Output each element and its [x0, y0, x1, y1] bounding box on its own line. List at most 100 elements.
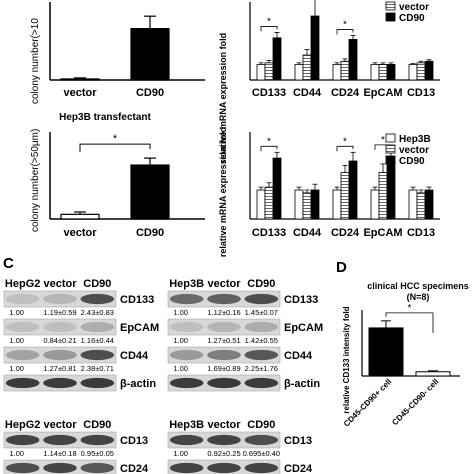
bar-epcam-1	[378, 172, 388, 220]
quant-value: 1.00	[173, 308, 188, 317]
lane-header: vector	[207, 278, 241, 290]
quant-value: 0.92±0.25	[207, 449, 240, 458]
significance-star: *	[381, 135, 385, 146]
quant-value: 1.00	[173, 449, 188, 458]
x-tick-label: CD45-CD90- cell	[390, 377, 440, 427]
legend-label: vector	[399, 2, 429, 13]
x-tick-label: CD133	[252, 87, 286, 99]
lane-header: vector	[43, 419, 77, 431]
significance-star: *	[113, 133, 118, 145]
quant-value: 0.84±0.21	[43, 336, 76, 345]
lane-header: HepG2	[5, 278, 40, 290]
lane-header: CD90	[83, 419, 111, 431]
significance-bracket	[260, 26, 278, 32]
lane-header: HepG2	[5, 419, 40, 431]
protein-band	[244, 293, 279, 305]
bar-cd24-1	[340, 172, 350, 220]
lane-header: CD90	[83, 278, 111, 290]
bar-epcam-0	[370, 189, 380, 220]
protein-band	[43, 349, 77, 361]
bar-epcam-1	[378, 64, 388, 81]
panel-a-bottom-title: Hep3B transfectant	[59, 112, 151, 123]
quant-value: 1.45±0.07	[245, 308, 278, 317]
protein-band	[169, 377, 204, 389]
protein-band	[5, 293, 40, 305]
protein-band	[244, 321, 279, 333]
marker-label: EpCAM	[120, 322, 159, 334]
marker-label: CD44	[284, 350, 313, 362]
panel-d-ylabel: relative CD133 intensity fold	[342, 306, 351, 413]
protein-band	[244, 434, 279, 446]
panel-b-top-ylabel: relative mRNA expression fold	[218, 33, 228, 163]
bar-cd13-1	[416, 192, 426, 220]
marker-label: β-actin	[284, 378, 320, 390]
x-tick-label: vector	[63, 227, 97, 239]
bar-cd13-0	[408, 64, 418, 81]
quant-value: 1.00	[173, 364, 188, 373]
protein-band	[80, 321, 115, 333]
protein-band	[207, 434, 241, 446]
protein-band	[80, 349, 115, 361]
bar-epcam-2	[386, 64, 396, 81]
quant-value: 1.12±0.16	[207, 308, 240, 317]
significance-bracket	[385, 312, 434, 333]
marker-label: CD13	[120, 435, 148, 447]
protein-band	[80, 293, 115, 305]
x-tick-label: CD13	[407, 227, 435, 239]
protein-band	[244, 349, 279, 361]
protein-band	[207, 349, 241, 361]
quant-value: 1.00	[173, 336, 188, 345]
bar-cd24-2	[348, 39, 358, 81]
bar-0	[368, 327, 404, 377]
bar-cd44-1	[302, 54, 312, 81]
bar-cd24-0	[332, 64, 342, 81]
bar-cd133-2	[272, 157, 282, 220]
quant-value: 1.14±0.18	[43, 449, 76, 458]
protein-band	[207, 462, 241, 474]
bar-epcam-2	[386, 160, 396, 220]
quant-value: 1.69±0.89	[207, 364, 240, 373]
quant-value: 1.42±0.55	[245, 336, 278, 345]
quant-value: 1.19±0.59	[43, 308, 76, 317]
panel-c-label: C	[3, 255, 14, 272]
significance-star: *	[408, 303, 412, 314]
panel-a-bottom-chart: Hep3B transfectant colony number(>50μm) …	[30, 112, 205, 239]
quant-value: 0.95±0.05	[81, 449, 114, 458]
x-tick-label: CD24	[331, 87, 360, 99]
marker-label: CD133	[120, 294, 154, 306]
marker-label: EpCAM	[284, 322, 323, 334]
bar-cd44-0	[294, 189, 304, 220]
protein-band	[5, 377, 40, 389]
significance-star: *	[267, 16, 271, 27]
quant-value: 1.00	[9, 336, 24, 345]
x-tick-label: EpCAM	[363, 87, 402, 99]
lane-header: CD90	[247, 278, 275, 290]
quant-value: 1.27±0.51	[207, 336, 240, 345]
bar-vector	[60, 78, 100, 81]
protein-band	[5, 434, 40, 446]
legend-swatch	[385, 133, 396, 143]
protein-band	[43, 377, 77, 389]
legend-swatch	[385, 12, 396, 22]
quant-value: 1.00	[9, 449, 24, 458]
significance-bracket	[336, 145, 354, 152]
marker-label: β-actin	[120, 378, 156, 390]
protein-band	[43, 293, 77, 305]
x-tick-label: EpCAM	[363, 227, 402, 239]
bar-cd133-0	[256, 64, 266, 81]
quant-value: 0.695±0.40	[243, 449, 280, 458]
x-tick-label: CD133	[252, 227, 286, 239]
bar-cd90	[130, 27, 170, 81]
protein-band	[244, 462, 279, 474]
bar-epcam-0	[370, 64, 380, 81]
bar-cd24-2	[348, 160, 358, 220]
legend-swatch	[385, 155, 396, 165]
marker-label: CD24	[284, 463, 313, 474]
bar-cd13-1	[416, 62, 426, 81]
quant-value: 2.25±1.76	[245, 364, 278, 373]
panel-b-top-chart: relative mRNA expression fold CD133 * CD44…	[218, 0, 440, 163]
protein-band	[169, 321, 204, 333]
significance-bracket	[336, 29, 354, 35]
bar-cd133-0	[256, 189, 266, 220]
